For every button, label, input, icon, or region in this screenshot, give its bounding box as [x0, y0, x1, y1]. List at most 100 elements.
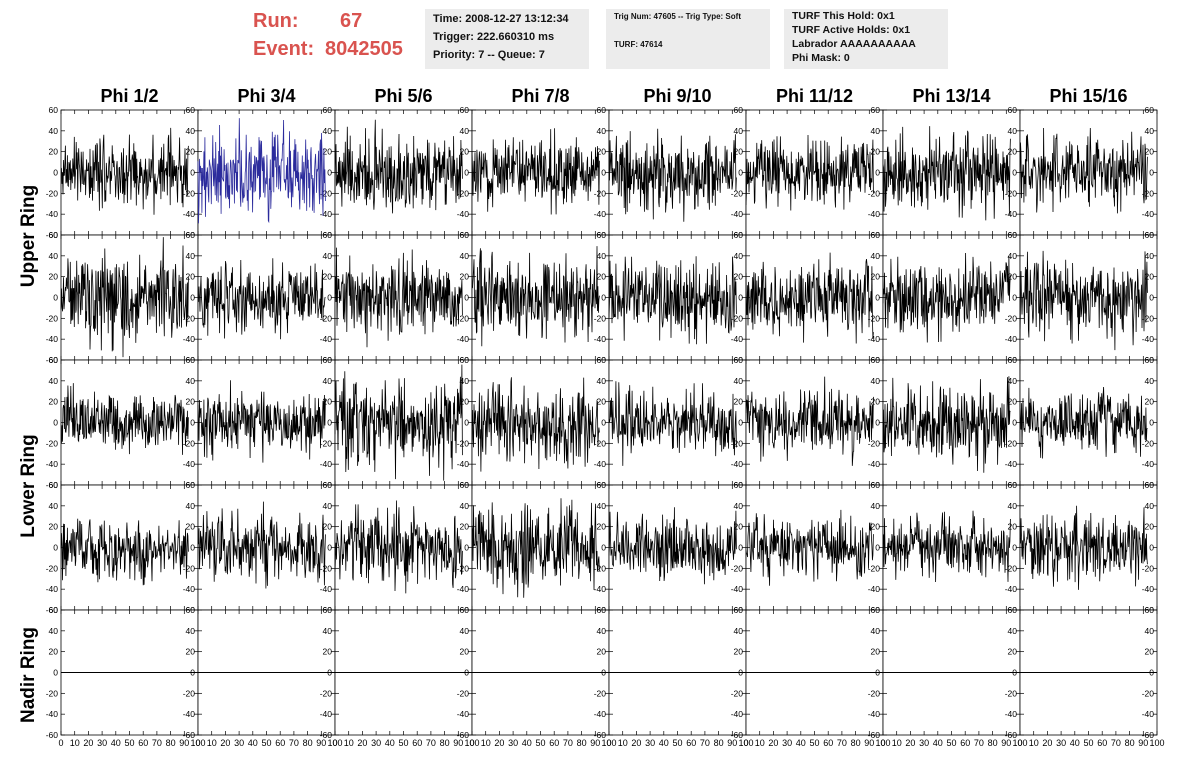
y-tick-label: -20	[1005, 313, 1018, 323]
y-tick-label: 60	[734, 480, 744, 490]
y-tick-label: 40	[323, 251, 333, 261]
y-tick-label: 40	[1145, 626, 1155, 636]
y-tick-label: -40	[1005, 709, 1018, 719]
y-tick-label: -20	[731, 188, 744, 198]
y-tick-label: -40	[731, 209, 744, 219]
x-tick-label: 70	[700, 738, 710, 748]
waveform-trace	[882, 252, 1011, 343]
y-tick-label: 20	[49, 147, 59, 157]
y-tick-label: 20	[734, 272, 744, 282]
y-tick-label: 0	[875, 543, 880, 553]
y-tick-label: -20	[868, 438, 881, 448]
waveform-trace	[882, 126, 1011, 221]
y-tick-label: 20	[1008, 397, 1018, 407]
x-tick-label: 40	[385, 738, 395, 748]
x-tick-label: 20	[83, 738, 93, 748]
x-tick-label: 70	[289, 738, 299, 748]
y-tick-label: 60	[186, 105, 196, 115]
y-tick-label: 60	[1145, 105, 1155, 115]
y-tick-label: 60	[1008, 105, 1018, 115]
x-tick-label: 60	[138, 738, 148, 748]
x-tick-label: 50	[124, 738, 134, 748]
x-tick-label: 10	[70, 738, 80, 748]
y-tick-label: -60	[594, 730, 607, 740]
y-tick-label: -60	[46, 730, 59, 740]
x-tick-label: 30	[97, 738, 107, 748]
y-tick-label: 20	[1145, 147, 1155, 157]
y-tick-label: -40	[594, 459, 607, 469]
x-tick-label: 20	[220, 738, 230, 748]
y-tick-label: -40	[1142, 459, 1155, 469]
y-tick-label: 60	[734, 105, 744, 115]
y-tick-label: 40	[49, 251, 59, 261]
x-tick-label: 40	[248, 738, 258, 748]
y-tick-label: 40	[871, 251, 881, 261]
waveform-trace	[745, 376, 874, 466]
y-tick-label: 0	[327, 168, 332, 178]
x-tick-label: 80	[440, 738, 450, 748]
y-tick-label: 0	[601, 168, 606, 178]
y-tick-label: 60	[1145, 480, 1155, 490]
x-tick-label: 50	[261, 738, 271, 748]
y-tick-label: 20	[1008, 522, 1018, 532]
y-tick-label: 40	[323, 501, 333, 511]
y-tick-label: -40	[868, 459, 881, 469]
y-tick-label: -20	[320, 563, 333, 573]
trigger-text: Trigger: 222.660310 ms	[433, 31, 555, 43]
y-tick-label: 20	[871, 397, 881, 407]
y-tick-label: 20	[460, 647, 470, 657]
y-tick-label: -20	[183, 688, 196, 698]
y-tick-label: -60	[46, 480, 59, 490]
waveform-trace	[60, 127, 189, 215]
x-tick-label: 80	[577, 738, 587, 748]
y-tick-label: -40	[457, 584, 470, 594]
waveform-trace	[60, 383, 189, 455]
waveform-trace	[1019, 505, 1148, 590]
y-tick-label: -20	[1005, 438, 1018, 448]
y-tick-label: 60	[871, 105, 881, 115]
y-tick-label: 0	[464, 543, 469, 553]
y-tick-label: 60	[49, 605, 59, 615]
y-tick-label: 40	[871, 126, 881, 136]
y-tick-label: 0	[464, 168, 469, 178]
y-tick-label: 40	[1145, 501, 1155, 511]
x-tick-label: 90	[1001, 738, 1011, 748]
y-tick-label: 60	[597, 605, 607, 615]
x-tick-label: 90	[1138, 738, 1148, 748]
y-tick-label: -60	[46, 605, 59, 615]
x-tick-label: 20	[768, 738, 778, 748]
x-tick-label: 90	[590, 738, 600, 748]
y-tick-label: 60	[597, 230, 607, 240]
x-tick-label: 90	[453, 738, 463, 748]
x-tick-label: 70	[426, 738, 436, 748]
y-tick-label: -40	[868, 709, 881, 719]
y-tick-label: -60	[457, 730, 470, 740]
y-tick-label: 60	[49, 355, 59, 365]
y-tick-label: 0	[738, 418, 743, 428]
y-tick-label: 0	[601, 418, 606, 428]
x-tick-label: 90	[864, 738, 874, 748]
y-tick-label: -20	[731, 313, 744, 323]
x-tick-label: 40	[111, 738, 121, 748]
y-tick-label: -20	[320, 438, 333, 448]
y-tick-label: -40	[46, 209, 59, 219]
y-tick-label: 0	[53, 168, 58, 178]
x-tick-label: 0	[58, 738, 63, 748]
x-tick-label: 90	[316, 738, 326, 748]
y-tick-label: -20	[457, 188, 470, 198]
y-tick-label: -40	[457, 709, 470, 719]
y-tick-label: 60	[460, 230, 470, 240]
y-tick-label: -20	[1142, 563, 1155, 573]
y-tick-label: 0	[190, 293, 195, 303]
y-tick-label: 0	[1012, 293, 1017, 303]
y-tick-label: 40	[323, 126, 333, 136]
waveform-trace	[334, 247, 463, 348]
y-tick-label: -20	[46, 438, 59, 448]
y-tick-label: 40	[186, 251, 196, 261]
y-tick-label: -40	[46, 584, 59, 594]
y-tick-label: -40	[594, 209, 607, 219]
event-label: Event:	[253, 38, 315, 60]
y-tick-label: 0	[875, 293, 880, 303]
y-tick-label: 40	[460, 126, 470, 136]
y-tick-label: 40	[186, 626, 196, 636]
